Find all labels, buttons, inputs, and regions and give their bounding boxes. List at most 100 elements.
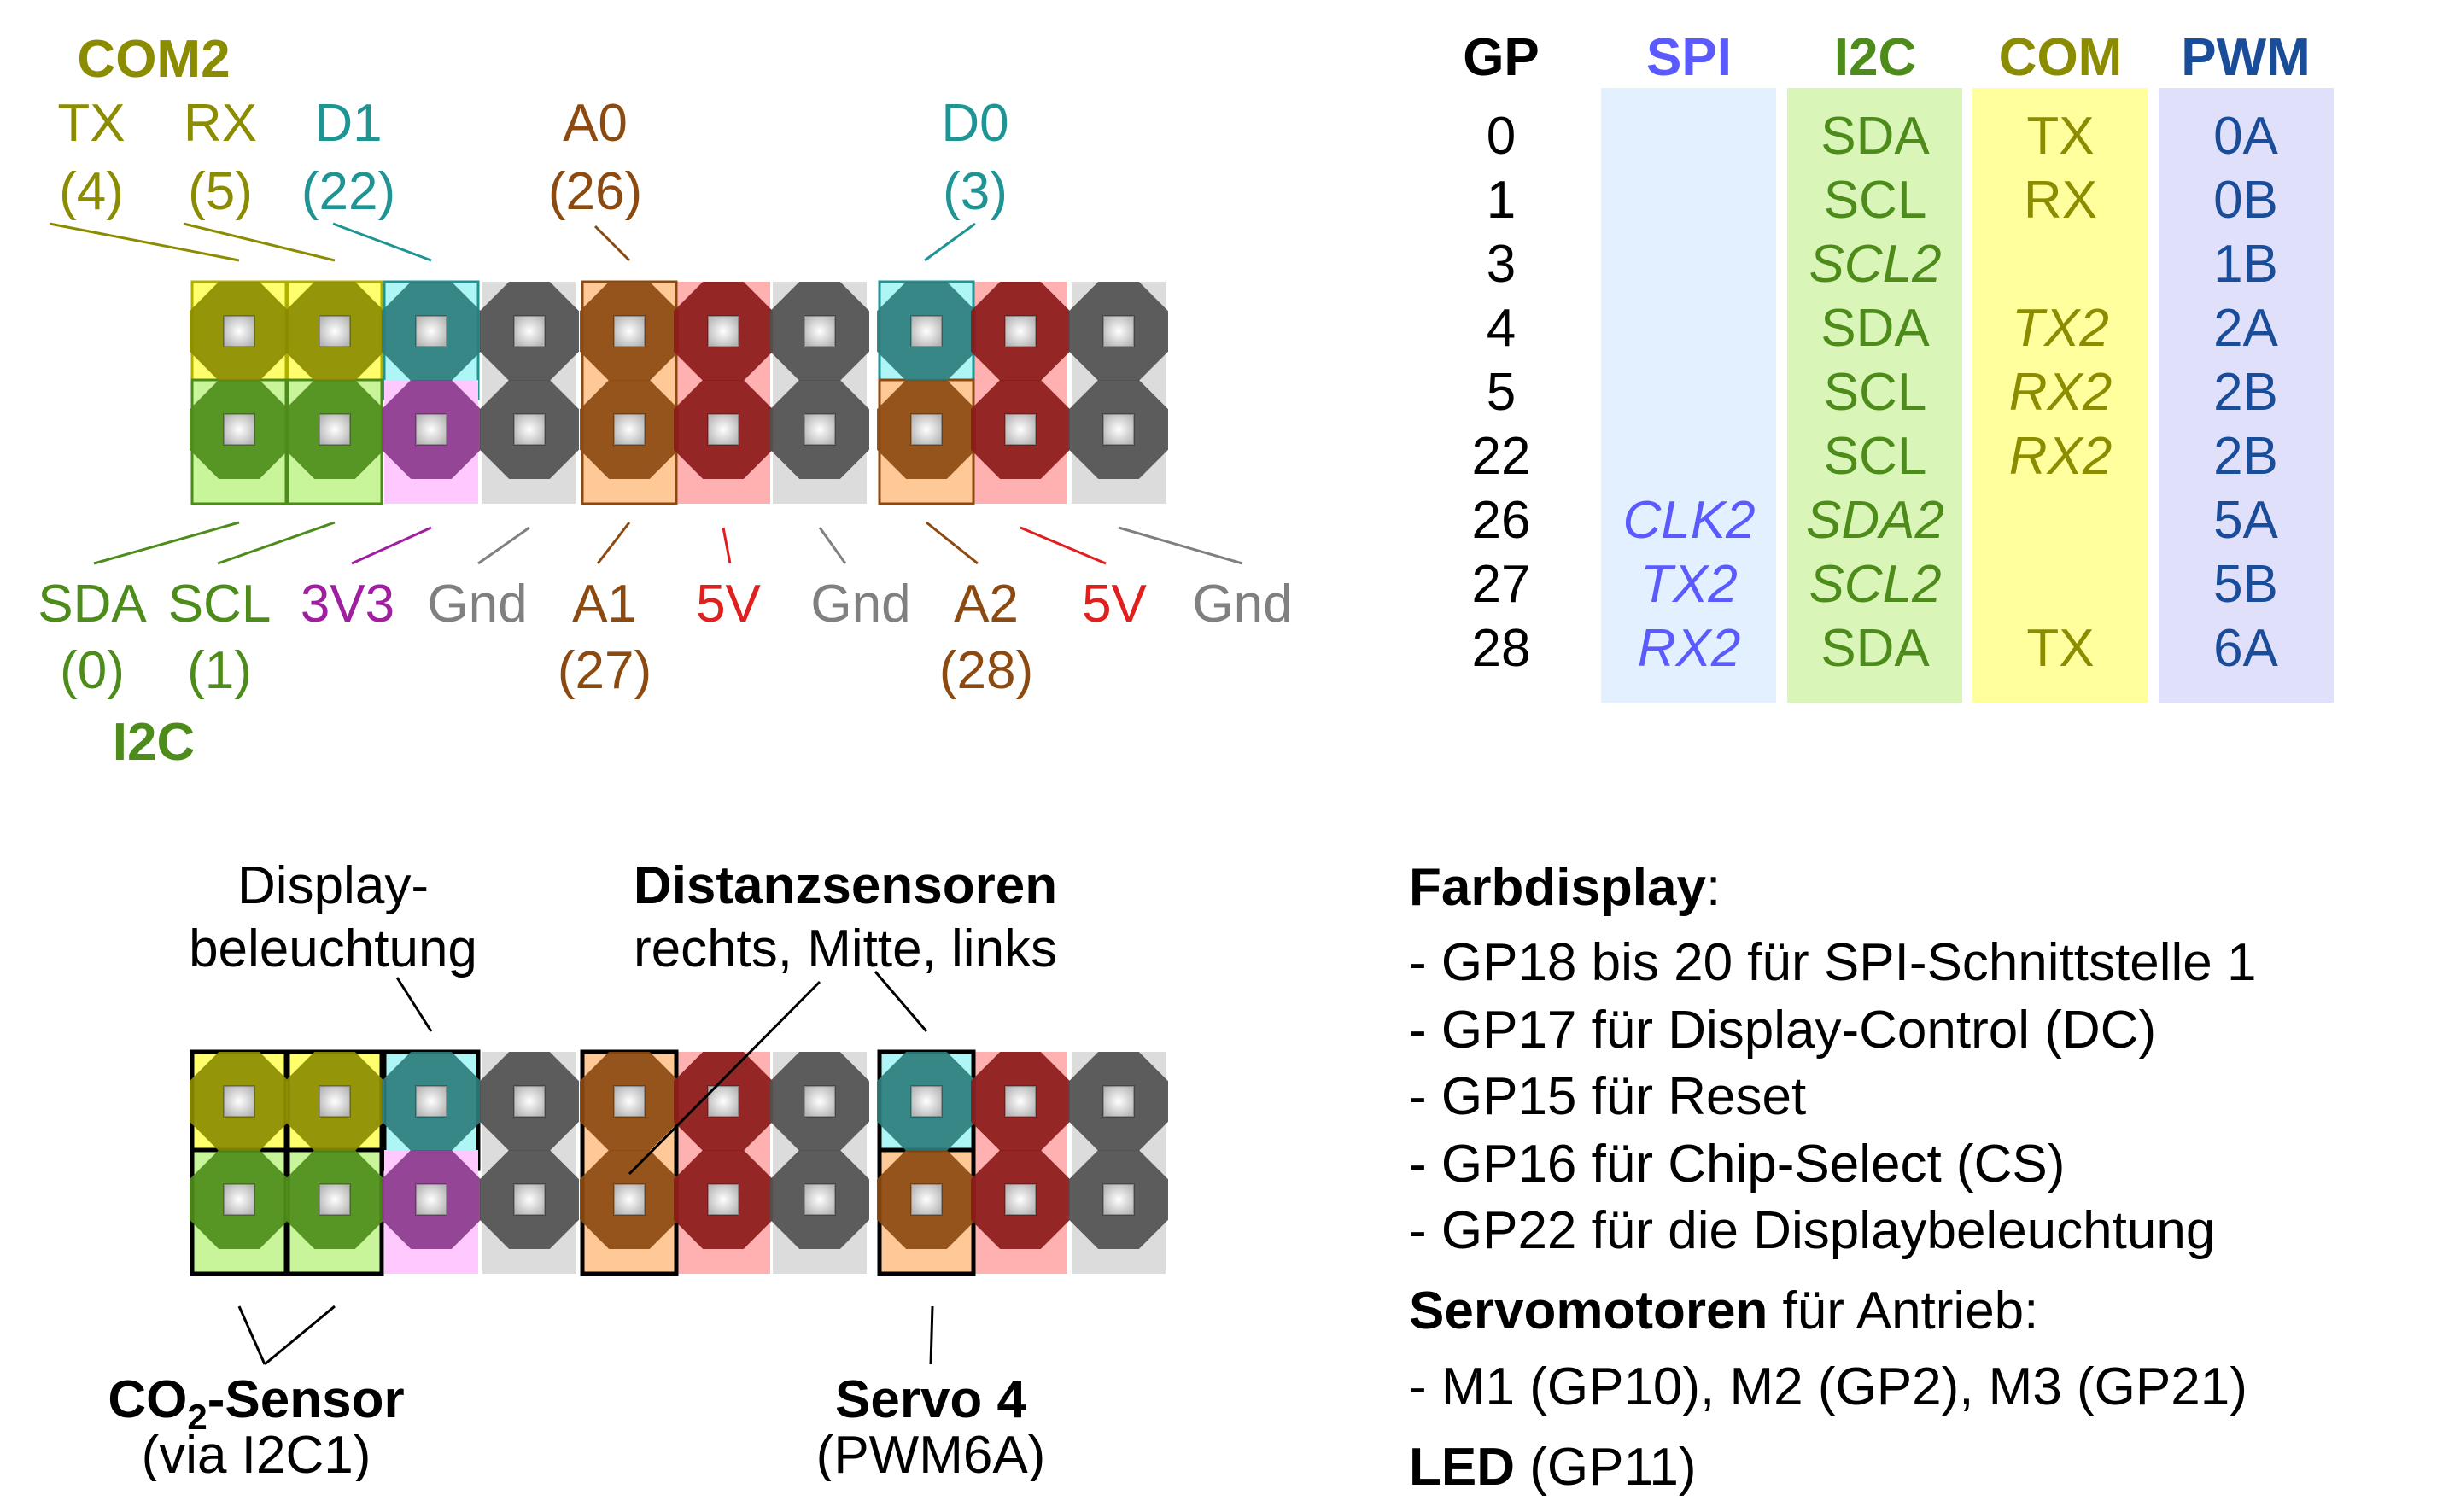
- v33-label: 3V3: [301, 575, 394, 633]
- i2c-header: I2C: [1834, 28, 1916, 87]
- bottom-pin-square-b3: [415, 1183, 447, 1216]
- top-pin-square-b7: [804, 413, 836, 446]
- d0-leader: [924, 222, 976, 262]
- table-cell-spi-27: TX2: [1640, 555, 1738, 614]
- top-pin-square-t2: [319, 315, 351, 347]
- bottom-pin-square-b6: [707, 1183, 739, 1216]
- farbdisplay-item-2: - GP17 für Display-Control (DC): [1409, 1000, 2157, 1060]
- table-cell-i2c-0: SDA: [1820, 107, 1930, 166]
- a0-gp-label: (26): [548, 162, 642, 221]
- bottom-pin-square-b4: [513, 1183, 546, 1216]
- servo-item: - M1 (GP10), M2 (GP2), M3 (GP21): [1409, 1357, 2247, 1416]
- bottom-leader-lines: [237, 971, 934, 1366]
- com-column-bg: [1972, 88, 2148, 703]
- a1-gp-label: (27): [558, 641, 652, 700]
- table-cell-com-4: TX2: [2012, 299, 2109, 358]
- table-cell-gp-22: 22: [1472, 427, 1531, 486]
- a1-leader: [596, 522, 631, 564]
- co2-sensor-via: (via I2C1): [142, 1426, 371, 1481]
- servo-title: Servomotoren: [1409, 1281, 1768, 1341]
- v5-leader-1: [722, 527, 732, 564]
- pwm-column-bg: [2159, 88, 2334, 703]
- distance-leader-1: [874, 971, 928, 1032]
- top-leader-lines: [49, 222, 1243, 565]
- bottom-pin-square-b2: [319, 1183, 351, 1216]
- servo-leader: [929, 1305, 934, 1365]
- v33-leader: [351, 526, 432, 565]
- top-pin-square-t7: [804, 315, 836, 347]
- top-pin-square-t9: [1004, 315, 1037, 347]
- table-cell-pwm-5: 2B: [2213, 363, 2278, 422]
- table-cell-i2c-26: SDA2: [1806, 491, 1944, 550]
- bottom-pin-square-b9: [1004, 1183, 1037, 1216]
- sda-label: SDA: [38, 575, 147, 633]
- table-cell-i2c-1: SCL: [1824, 171, 1927, 230]
- servo4-title: Servo 4: [835, 1370, 1027, 1429]
- table-cell-spi-28: RX2: [1638, 619, 1741, 678]
- i2c-label: I2C: [113, 713, 195, 772]
- top-labels: COM2 TX (4) RX (5) D1 (22) A0 (26) D0 (3…: [38, 30, 1292, 772]
- top-pin-square-b6: [707, 413, 739, 446]
- bottom-pin-square-t9: [1004, 1085, 1037, 1118]
- top-pin-square-t4: [513, 315, 546, 347]
- sda-gp-label: (0): [60, 641, 125, 700]
- a2-label: A2: [954, 575, 1019, 633]
- table-cell-gp-28: 28: [1472, 619, 1531, 678]
- tx-leader: [49, 222, 240, 262]
- farbdisplay-heading: Farbdisplay:: [1409, 856, 2417, 919]
- top-pin-square-b3: [415, 413, 447, 446]
- display-backlight-label-1: Display-: [237, 856, 429, 915]
- a1-label: A1: [572, 575, 637, 633]
- table-cell-gp-27: 27: [1472, 555, 1531, 614]
- bottom-pin-square-b7: [804, 1183, 836, 1216]
- farbdisplay-item-5: - GP22 für die Displaybeleuchtung: [1409, 1200, 2216, 1260]
- table-cell-i2c-3: SCL2: [1809, 235, 1941, 294]
- top-pin-square-t5: [613, 315, 646, 347]
- top-pin-square-t10: [1102, 315, 1135, 347]
- bottom-pin-square-t10: [1102, 1085, 1135, 1118]
- led-title: LED: [1409, 1438, 1515, 1497]
- scl-gp-label: (1): [187, 641, 252, 700]
- backlight-leader: [395, 977, 433, 1032]
- distance-sensors-title: Distanzsensoren: [634, 856, 1057, 915]
- distance-leader-2: [628, 980, 821, 1176]
- rx-gp-label: (5): [188, 162, 253, 221]
- gp-header: GP: [1463, 28, 1540, 87]
- d0-gp-label: (3): [943, 162, 1008, 221]
- bottom-pin-square-t5: [613, 1085, 646, 1118]
- bottom-pin-square-b5: [613, 1183, 646, 1216]
- table-cell-i2c-4: SDA: [1820, 299, 1930, 358]
- pin-header-top: [190, 280, 1168, 505]
- v5-label-2: 5V: [1082, 575, 1147, 633]
- top-pin-square-t3: [415, 315, 447, 347]
- table-cell-i2c-22: SCL: [1824, 427, 1927, 486]
- led-rest: (GP11): [1515, 1438, 1697, 1497]
- spi-header: SPI: [1646, 28, 1732, 87]
- d1-gp-label: (22): [301, 162, 395, 221]
- notes-panel: Farbdisplay: - GP18 bis 20 für SPI-Schni…: [1409, 849, 2417, 1512]
- gnd-label-2: Gnd: [810, 575, 910, 633]
- scl-leader: [217, 521, 336, 565]
- top-pin-square-t1: [223, 315, 255, 347]
- top-pin-square-t8: [910, 315, 943, 347]
- co2-sensor-title: CO2-Sensor: [108, 1370, 404, 1437]
- bottom-pin-square-t8: [910, 1085, 943, 1118]
- rx-leader: [183, 222, 336, 262]
- a2-leader: [926, 521, 979, 565]
- gnd-label-3: Gnd: [1192, 575, 1292, 633]
- bottom-pin-square-t3: [415, 1085, 447, 1118]
- table-cell-pwm-3: 1B: [2213, 235, 2278, 294]
- table-cell-i2c-28: SDA: [1820, 619, 1930, 678]
- top-pin-square-b1: [223, 413, 255, 446]
- table-cell-i2c-5: SCL: [1824, 363, 1927, 422]
- bottom-pin-square-b10: [1102, 1183, 1135, 1216]
- table-cell-com-1: RX: [2024, 171, 2097, 230]
- servo-rest: für Antrieb:: [1768, 1281, 2039, 1341]
- top-pin-square-b10: [1102, 413, 1135, 446]
- a0-label: A0: [563, 94, 628, 153]
- table-cell-pwm-0: 0A: [2213, 107, 2278, 166]
- i2c-column-bg: [1787, 88, 1962, 703]
- display-backlight-label-2: beleuchtung: [189, 919, 477, 978]
- table-cell-spi-26: CLK2: [1622, 491, 1755, 550]
- farbdisplay-item-3: - GP15 für Reset: [1409, 1067, 1807, 1127]
